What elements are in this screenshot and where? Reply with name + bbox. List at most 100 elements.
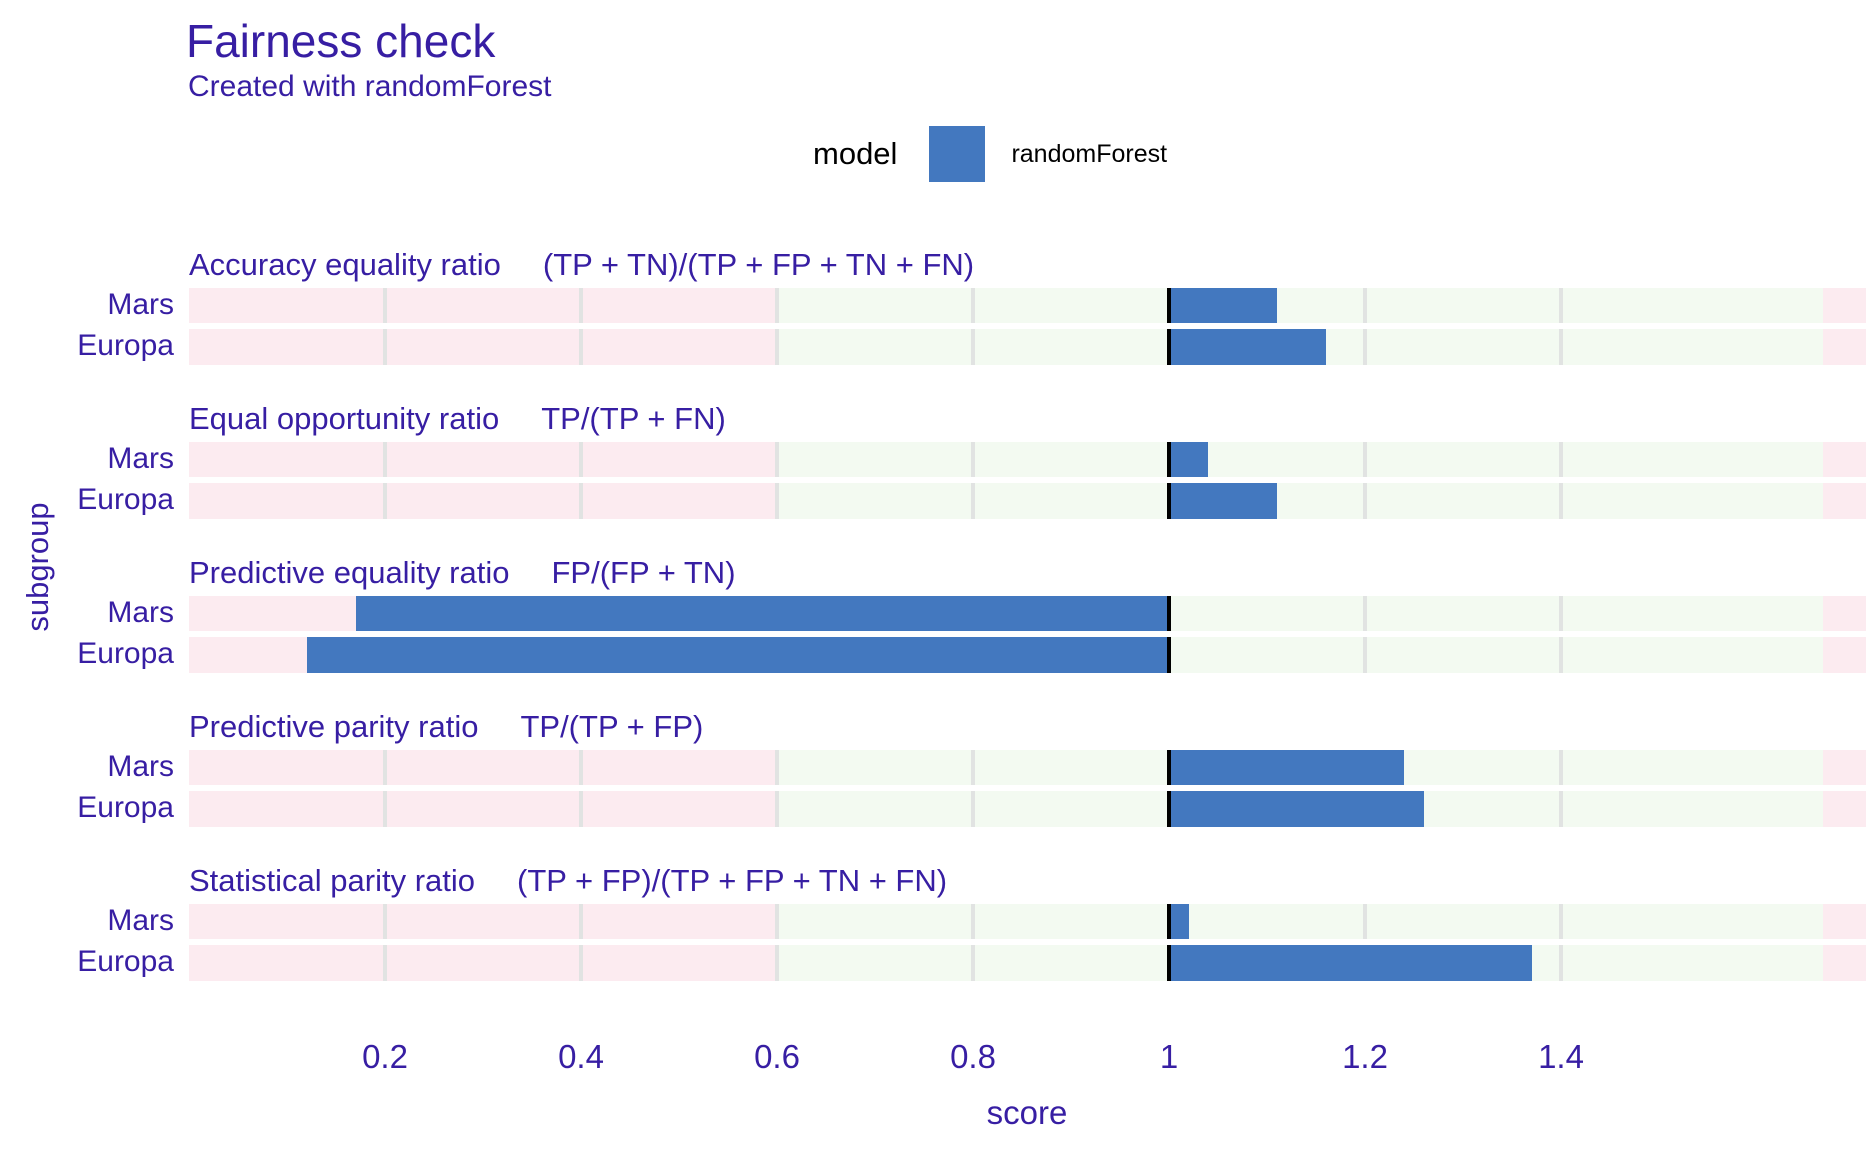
- gridline-1.4: [1559, 945, 1563, 981]
- gridline-0.6: [775, 791, 779, 827]
- gridline-0.6: [775, 329, 779, 365]
- zone-unfair-right: [1822, 637, 1866, 673]
- gridline-0.6: [775, 904, 779, 939]
- reference-line: [1167, 329, 1171, 365]
- panel-predictive-parity-ratio: Predictive parity ratio TP/(TP + FP) Mars E…: [0, 709, 1872, 833]
- reference-line: [1167, 750, 1171, 785]
- chart-title: Fairness check: [186, 15, 496, 67]
- gridline-0.2: [383, 791, 387, 827]
- reference-line: [1167, 288, 1171, 323]
- gridline-0.8: [971, 945, 975, 981]
- gridline-0.8: [971, 750, 975, 785]
- zone-unfair-left: [189, 904, 777, 939]
- gridline-1.4: [1559, 791, 1563, 827]
- gridline-0.8: [971, 442, 975, 477]
- zone-unfair-right: [1822, 442, 1866, 477]
- gridline-1.4: [1559, 750, 1563, 785]
- plot-band-mars: [189, 904, 1866, 939]
- bar-europa: [1169, 483, 1277, 519]
- gridline-1.2: [1363, 442, 1367, 477]
- legend-entry-label: randomForest: [1011, 139, 1168, 168]
- zone-fair: [777, 483, 1823, 519]
- zone-unfair-right: [1822, 750, 1866, 785]
- gridline-1.2: [1363, 483, 1367, 519]
- legend: model randomForest: [813, 122, 1167, 186]
- panel-equal-opportunity-ratio: Equal opportunity ratio TP/(TP + FN) Mars E…: [0, 401, 1872, 525]
- gridline-0.4: [579, 288, 583, 323]
- plot-band-europa: [189, 637, 1866, 673]
- zone-unfair-left: [189, 483, 777, 519]
- zone-unfair-right: [1822, 945, 1866, 981]
- gridline-0.4: [579, 750, 583, 785]
- row-label-europa: Europa: [77, 791, 174, 824]
- reference-line: [1167, 945, 1171, 981]
- zone-unfair-right: [1822, 329, 1866, 365]
- metric-name: Statistical parity ratio: [189, 863, 475, 898]
- panel-statistical-parity-ratio: Statistical parity ratio (TP + FP)/(TP + …: [0, 863, 1872, 987]
- bar-europa: [1169, 791, 1424, 827]
- zone-fair: [777, 442, 1823, 477]
- reference-line: [1167, 637, 1171, 673]
- reference-line: [1167, 791, 1171, 827]
- x-tick-label-1.2: 1.2: [1342, 1038, 1388, 1075]
- panel-title: Equal opportunity ratio TP/(TP + FN): [189, 401, 726, 439]
- zone-fair: [777, 288, 1823, 323]
- gridline-0.6: [775, 483, 779, 519]
- panel-accuracy-equality-ratio: Accuracy equality ratio (TP + TN)/(TP + F…: [0, 247, 1872, 371]
- legend-title: model: [813, 136, 898, 171]
- gridline-1.2: [1363, 329, 1367, 365]
- gridline-0.8: [971, 288, 975, 323]
- zone-unfair-right: [1822, 596, 1866, 631]
- gridline-0.4: [579, 904, 583, 939]
- x-tick-label-0.6: 0.6: [754, 1038, 800, 1075]
- gridline-0.2: [383, 329, 387, 365]
- x-tick-label-0.8: 0.8: [950, 1038, 996, 1075]
- gridline-1.4: [1559, 442, 1563, 477]
- bar-europa: [1169, 329, 1326, 365]
- bar-mars: [1169, 442, 1209, 477]
- gridline-0.8: [971, 483, 975, 519]
- metric-formula: FP/(FP + TN): [551, 555, 736, 590]
- bar-mars: [1169, 288, 1277, 323]
- zone-unfair-right: [1822, 483, 1866, 519]
- zone-unfair-left: [189, 791, 777, 827]
- gridline-1.4: [1559, 483, 1563, 519]
- zone-unfair-right: [1822, 904, 1866, 939]
- row-label-mars: Mars: [107, 441, 174, 475]
- gridline-0.2: [383, 288, 387, 323]
- reference-line: [1167, 596, 1171, 631]
- plot-band-mars: [189, 442, 1866, 477]
- zone-unfair-left: [189, 288, 777, 323]
- gridline-1.4: [1559, 904, 1563, 939]
- gridline-0.4: [579, 945, 583, 981]
- zone-fair: [777, 904, 1823, 939]
- x-tick-label-0.4: 0.4: [558, 1038, 604, 1075]
- zone-unfair-right: [1822, 791, 1866, 827]
- plot-band-mars: [189, 596, 1866, 631]
- gridline-0.8: [971, 791, 975, 827]
- panel-title: Statistical parity ratio (TP + FP)/(TP + …: [189, 863, 947, 901]
- plot-band-europa: [189, 791, 1866, 827]
- zone-unfair-left: [189, 945, 777, 981]
- x-tick-label-1: 1: [1159, 1038, 1179, 1075]
- gridline-0.6: [775, 945, 779, 981]
- gridline-0.2: [383, 945, 387, 981]
- gridline-1.4: [1559, 288, 1563, 323]
- metric-formula: TP/(TP + FN): [541, 401, 726, 436]
- gridline-0.4: [579, 791, 583, 827]
- gridline-1.4: [1559, 637, 1563, 673]
- metric-name: Predictive equality ratio: [189, 555, 510, 590]
- plot-band-europa: [189, 945, 1866, 981]
- gridline-0.2: [383, 483, 387, 519]
- gridline-1.2: [1363, 637, 1367, 673]
- bar-mars: [1169, 750, 1405, 785]
- legend-swatch-square: [929, 126, 986, 182]
- gridline-0.8: [971, 904, 975, 939]
- panel-title: Predictive parity ratio TP/(TP + FP): [189, 709, 703, 747]
- gridline-0.4: [579, 483, 583, 519]
- row-label-europa: Europa: [77, 637, 174, 670]
- x-axis-title: score: [986, 1094, 1068, 1131]
- metric-formula: (TP + FP)/(TP + FP + TN + FN): [517, 863, 948, 898]
- bar-mars: [1169, 904, 1189, 939]
